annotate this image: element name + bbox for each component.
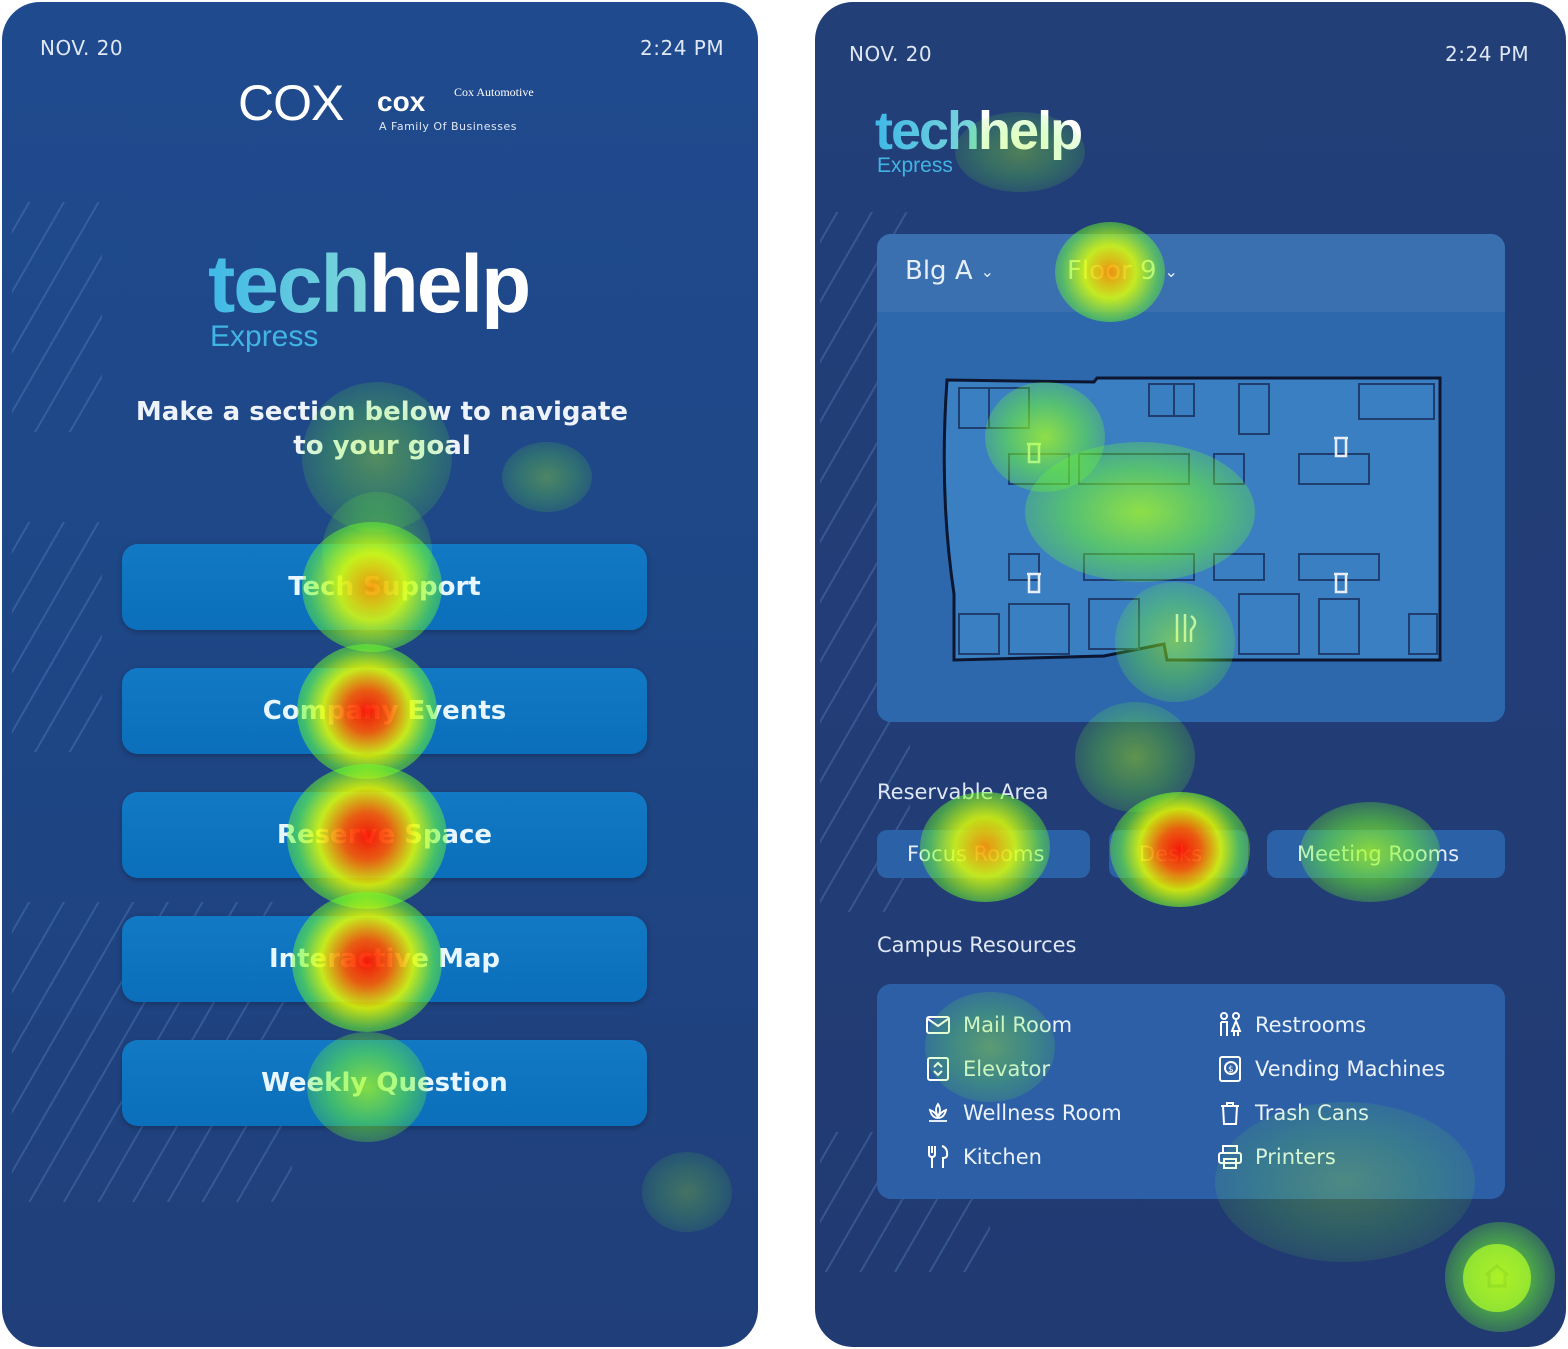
status-date: NOV. 20 — [40, 36, 124, 60]
cox-automotive-logo: Cox Automotive — [454, 85, 534, 99]
resource-label: Elevator — [963, 1057, 1051, 1081]
resource-wellness-room[interactable]: Wellness Room — [925, 1100, 1122, 1126]
home-button[interactable] — [1463, 1244, 1531, 1312]
resource-elevator[interactable]: Elevator — [925, 1056, 1050, 1082]
utensils-icon — [925, 1144, 951, 1170]
resource-mail-room[interactable]: Mail Room — [925, 1012, 1072, 1038]
reserve-space-button[interactable]: Reserve Space — [122, 792, 647, 878]
resource-vending-machines[interactable]: $ Vending Machines — [1217, 1056, 1445, 1082]
brand-tech: tech — [875, 101, 980, 161]
resource-label: Trash Cans — [1255, 1101, 1369, 1125]
logo-tagline: A Family Of Businesses — [379, 120, 517, 133]
map-header — [877, 234, 1505, 312]
brand-subtitle: Express — [210, 320, 319, 353]
brand-help: help — [978, 101, 1083, 161]
campus-resources-label: Campus Resources — [877, 933, 1077, 957]
heatmap-spot — [642, 1152, 732, 1232]
brand-help: help — [368, 239, 532, 330]
resource-label: Mail Room — [963, 1013, 1073, 1037]
tech-support-button[interactable]: Tech Support — [122, 544, 647, 630]
resource-label: Vending Machines — [1255, 1057, 1446, 1081]
floor-dropdown[interactable]: Floor 9 ⌄ — [1067, 256, 1178, 286]
floor-map-card: Blg A ⌄ Floor 9 ⌄ — [877, 234, 1505, 722]
trash-icon — [1217, 1100, 1243, 1126]
techhelp-logo: techhelp — [875, 100, 1083, 162]
elevator-icon — [925, 1056, 951, 1082]
status-time: 2:24 PM — [1445, 42, 1530, 66]
right-screen: NOV. 20 2:24 PM techhelp Express Blg A ⌄… — [815, 2, 1566, 1347]
meeting-rooms-chip[interactable]: Meeting Rooms — [1267, 830, 1505, 878]
decorative-dashes — [12, 202, 102, 432]
decorative-dashes — [12, 522, 102, 752]
resource-printers[interactable]: Printers — [1217, 1144, 1336, 1170]
resource-kitchen[interactable]: Kitchen — [925, 1144, 1042, 1170]
resource-label: Restrooms — [1255, 1013, 1367, 1037]
resource-label: Kitchen — [963, 1145, 1042, 1169]
company-events-button[interactable]: Company Events — [122, 668, 647, 754]
techhelp-logo: techhelp — [208, 238, 532, 332]
left-screen: NOV. 20 2:24 PM COX cox Cox Automotive A… — [2, 2, 758, 1347]
status-date: NOV. 20 — [849, 42, 933, 66]
resource-restrooms[interactable]: Restrooms — [1217, 1012, 1366, 1038]
building-value: Blg A — [905, 256, 973, 286]
reservable-area-label: Reservable Area — [877, 780, 1049, 804]
floor-value: Floor 9 — [1067, 256, 1157, 286]
printer-icon — [1217, 1144, 1243, 1170]
status-time: 2:24 PM — [640, 36, 725, 60]
lotus-icon — [925, 1100, 951, 1126]
interactive-map-button[interactable]: Interactive Map — [122, 916, 647, 1002]
restroom-icon — [1217, 1012, 1243, 1038]
cox-communications-logo: cox — [377, 86, 426, 117]
brand-tech: tech — [208, 239, 371, 330]
focus-rooms-chip[interactable]: Focus Rooms — [877, 830, 1090, 878]
resource-label: Wellness Room — [963, 1101, 1122, 1125]
home-icon — [1483, 1263, 1511, 1293]
mail-icon — [925, 1012, 951, 1038]
cox-logo: COX — [238, 75, 344, 131]
resource-trash-cans[interactable]: Trash Cans — [1217, 1100, 1369, 1126]
svg-text:$: $ — [1228, 1065, 1234, 1075]
resource-label: Printers — [1255, 1145, 1336, 1169]
desks-chip[interactable]: Desks — [1109, 830, 1248, 878]
chevron-down-icon: ⌄ — [980, 261, 995, 281]
chevron-down-icon: ⌄ — [1164, 261, 1178, 281]
brand-subtitle: Express — [877, 154, 953, 177]
building-dropdown[interactable]: Blg A ⌄ — [905, 256, 994, 286]
vending-icon: $ — [1217, 1056, 1243, 1082]
instructions-text: Make a section below to navigate to your… — [135, 397, 629, 461]
weekly-question-button[interactable]: Weekly Question — [122, 1040, 647, 1126]
campus-resources-card: Mail Room Elevator Wellness Room Kitchen… — [877, 984, 1505, 1199]
floor-plan[interactable] — [939, 374, 1444, 664]
